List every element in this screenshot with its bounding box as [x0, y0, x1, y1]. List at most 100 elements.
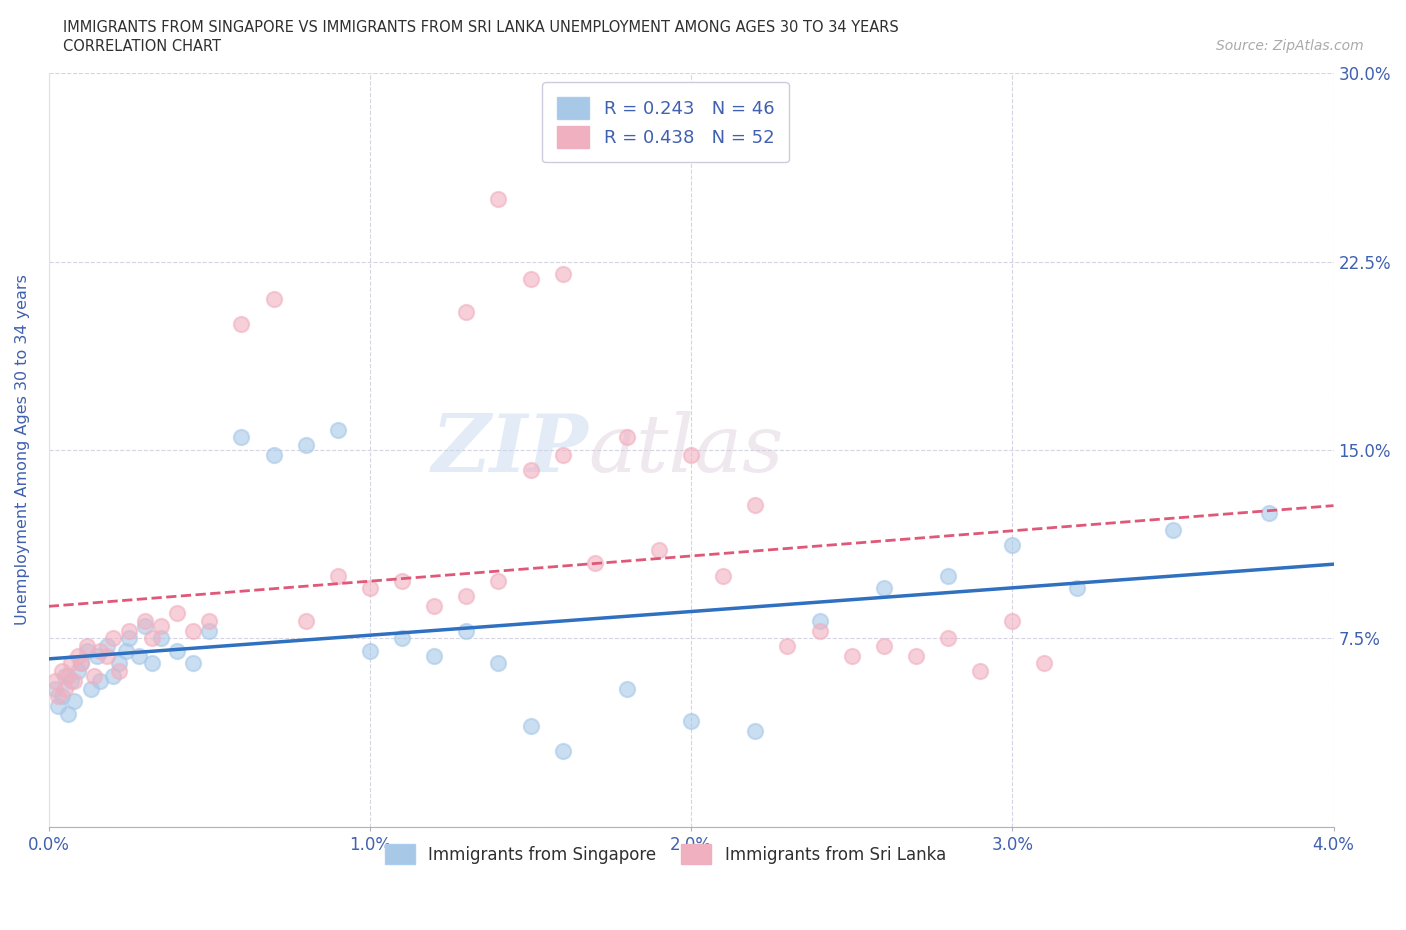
Point	[96, 638, 118, 653]
Point	[181, 656, 204, 671]
Point	[128, 648, 150, 663]
Point	[519, 462, 541, 477]
Point	[60, 656, 83, 671]
Point	[198, 623, 221, 638]
Point	[108, 663, 131, 678]
Point	[83, 669, 105, 684]
Point	[60, 673, 83, 688]
Point	[711, 568, 734, 583]
Point	[326, 422, 349, 437]
Point	[294, 437, 316, 452]
Point	[86, 648, 108, 663]
Text: Source: ZipAtlas.com: Source: ZipAtlas.com	[1216, 39, 1364, 53]
Point	[66, 663, 89, 678]
Point	[616, 430, 638, 445]
Point	[551, 744, 574, 759]
Point	[456, 623, 478, 638]
Point	[118, 631, 141, 645]
Text: atlas: atlas	[588, 411, 783, 488]
Point	[150, 618, 173, 633]
Point	[48, 698, 70, 713]
Point	[456, 588, 478, 603]
Point	[1258, 505, 1281, 520]
Point	[936, 631, 959, 645]
Point	[53, 669, 76, 684]
Y-axis label: Unemployment Among Ages 30 to 34 years: Unemployment Among Ages 30 to 34 years	[15, 274, 30, 625]
Point	[114, 644, 136, 658]
Point	[744, 724, 766, 738]
Point	[56, 706, 79, 721]
Point	[936, 568, 959, 583]
Point	[108, 656, 131, 671]
Point	[519, 272, 541, 286]
Point	[263, 447, 285, 462]
Point	[134, 618, 156, 633]
Point	[150, 631, 173, 645]
Text: IMMIGRANTS FROM SINGAPORE VS IMMIGRANTS FROM SRI LANKA UNEMPLOYMENT AMONG AGES 3: IMMIGRANTS FROM SINGAPORE VS IMMIGRANTS …	[63, 20, 898, 35]
Point	[134, 613, 156, 628]
Point	[76, 644, 98, 658]
Point	[89, 644, 111, 658]
Point	[53, 681, 76, 696]
Point	[1001, 538, 1024, 552]
Point	[44, 681, 66, 696]
Point	[231, 430, 253, 445]
Point	[263, 292, 285, 307]
Point	[486, 192, 509, 206]
Point	[141, 631, 163, 645]
Point	[231, 317, 253, 332]
Point	[873, 638, 896, 653]
Point	[118, 623, 141, 638]
Point	[551, 447, 574, 462]
Point	[79, 681, 101, 696]
Point	[63, 694, 86, 709]
Point	[423, 648, 446, 663]
Point	[616, 681, 638, 696]
Point	[359, 580, 381, 595]
Point	[681, 713, 703, 728]
Point	[841, 648, 863, 663]
Point	[904, 648, 927, 663]
Point	[141, 656, 163, 671]
Legend: Immigrants from Singapore, Immigrants from Sri Lanka: Immigrants from Singapore, Immigrants fr…	[378, 837, 953, 871]
Point	[70, 656, 93, 671]
Point	[166, 644, 188, 658]
Point	[808, 623, 831, 638]
Point	[76, 638, 98, 653]
Point	[96, 648, 118, 663]
Point	[808, 613, 831, 628]
Point	[70, 656, 93, 671]
Point	[359, 644, 381, 658]
Point	[681, 447, 703, 462]
Point	[744, 498, 766, 512]
Point	[326, 568, 349, 583]
Point	[648, 543, 671, 558]
Point	[423, 598, 446, 613]
Point	[1033, 656, 1056, 671]
Point	[44, 673, 66, 688]
Text: ZIP: ZIP	[432, 411, 588, 488]
Point	[101, 631, 124, 645]
Point	[583, 555, 606, 570]
Point	[51, 688, 73, 703]
Point	[101, 669, 124, 684]
Point	[456, 304, 478, 319]
Point	[391, 573, 413, 588]
Point	[198, 613, 221, 628]
Point	[51, 663, 73, 678]
Point	[63, 673, 86, 688]
Point	[486, 573, 509, 588]
Point	[969, 663, 991, 678]
Point	[166, 605, 188, 620]
Point	[776, 638, 799, 653]
Point	[1001, 613, 1024, 628]
Point	[294, 613, 316, 628]
Point	[1161, 523, 1184, 538]
Point	[1066, 580, 1088, 595]
Point	[551, 267, 574, 282]
Point	[391, 631, 413, 645]
Point	[56, 669, 79, 684]
Point	[181, 623, 204, 638]
Point	[486, 656, 509, 671]
Point	[89, 673, 111, 688]
